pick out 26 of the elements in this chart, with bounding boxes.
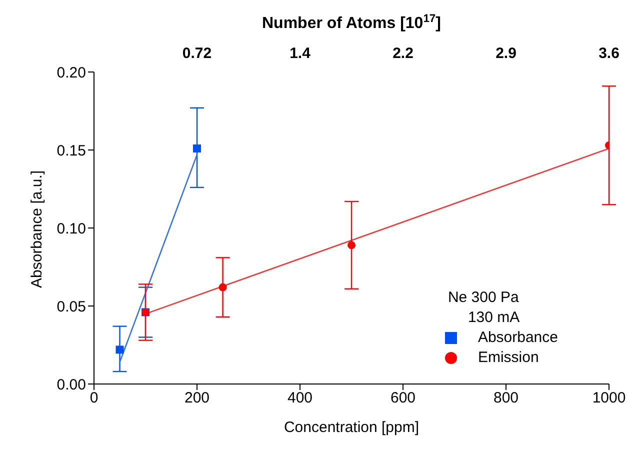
x-tick-label: 400 — [287, 390, 313, 407]
x2-tick-label: 3.6 — [598, 45, 620, 62]
x2-tick-label: 0.72 — [182, 45, 212, 62]
x-axis-title: Concentration [ppm] — [284, 419, 420, 436]
x2-axis-title: Number of Atoms [10$^{17}$] — [262, 13, 441, 32]
x-tick-label: 200 — [184, 390, 210, 407]
point — [193, 144, 201, 152]
y-tick-label: 0.10 — [56, 220, 86, 238]
y-tick-label: 0.20 — [56, 64, 86, 82]
x2-tick-label: 2.2 — [392, 45, 414, 62]
x-tick-label: 0 — [90, 390, 98, 407]
x-tick-label: 600 — [390, 390, 416, 407]
point — [348, 241, 356, 250]
point — [116, 346, 124, 354]
legend-title: Ne 300 Pa 130 mA — [446, 288, 521, 328]
y-axis-title: Absorbance [a.u.] — [28, 170, 46, 288]
x-tick-label: 800 — [493, 390, 519, 407]
x-tick-label: 1000 — [592, 390, 626, 407]
point — [218, 283, 227, 292]
x2-tick-label: 2.9 — [496, 45, 516, 62]
x2-tick-label: 1.4 — [290, 45, 312, 62]
y-tick-label: 0.15 — [56, 142, 86, 160]
y-tick-label: 0.05 — [56, 298, 86, 316]
legend-label: Emission — [478, 348, 539, 368]
y-tick-label: 0.00 — [56, 376, 86, 394]
legend-label: Absorbance — [478, 328, 558, 348]
